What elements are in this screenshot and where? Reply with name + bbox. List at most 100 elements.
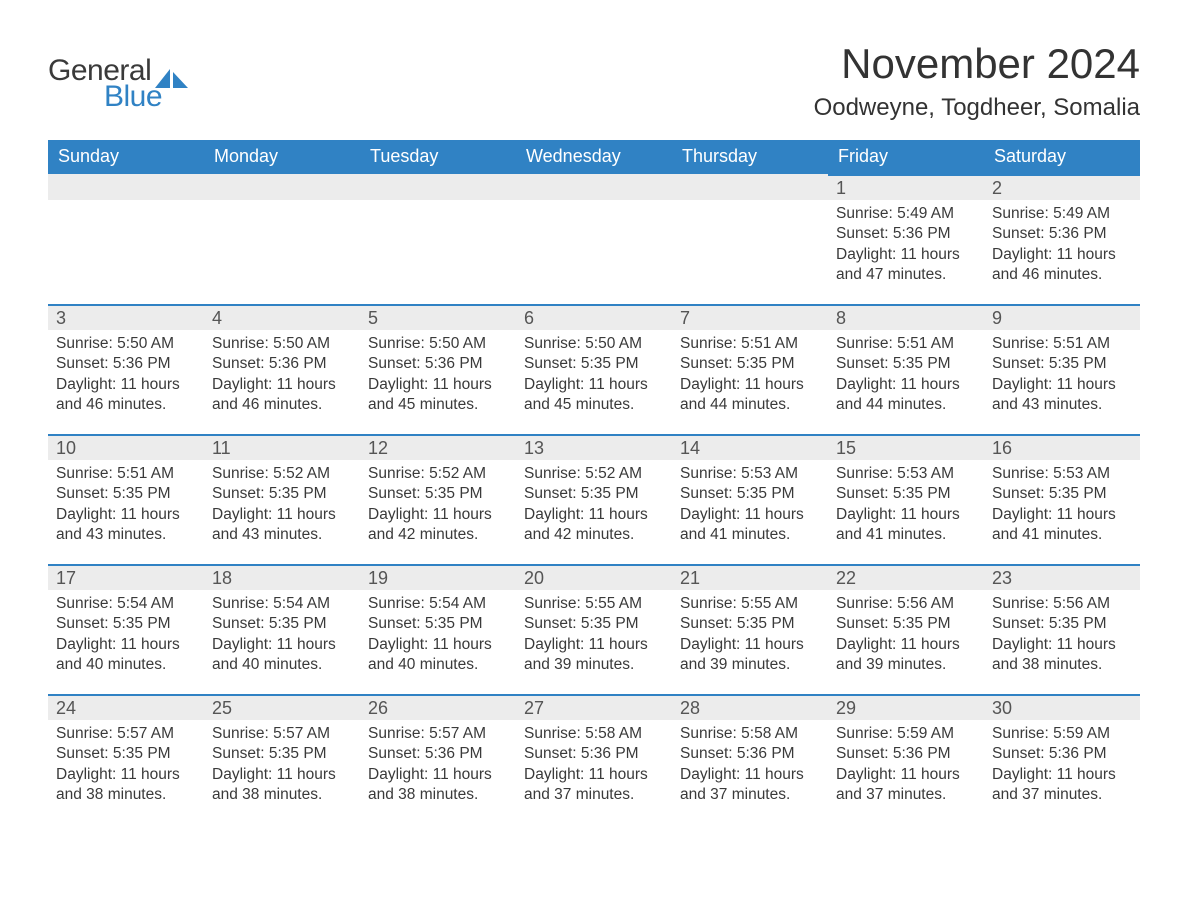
day-day2: and 37 minutes.	[992, 785, 1132, 805]
day-number: 1	[828, 174, 984, 200]
day-number: 3	[48, 304, 204, 330]
day-day1: Daylight: 11 hours	[680, 765, 820, 785]
day-number: 19	[360, 564, 516, 590]
day-cell: 18Sunrise: 5:54 AMSunset: 5:35 PMDayligh…	[204, 564, 360, 694]
day-sunset: Sunset: 5:36 PM	[992, 224, 1132, 244]
day-number: 29	[828, 694, 984, 720]
day-day1: Daylight: 11 hours	[56, 375, 196, 395]
day-number: 4	[204, 304, 360, 330]
day-day2: and 40 minutes.	[368, 655, 508, 675]
day-body: Sunrise: 5:50 AMSunset: 5:35 PMDaylight:…	[516, 330, 672, 426]
day-number: 12	[360, 434, 516, 460]
day-sunrise: Sunrise: 5:53 AM	[680, 464, 820, 484]
day-body: Sunrise: 5:51 AMSunset: 5:35 PMDaylight:…	[984, 330, 1140, 426]
day-body	[516, 200, 672, 214]
day-sunset: Sunset: 5:35 PM	[368, 484, 508, 504]
day-sunrise: Sunrise: 5:56 AM	[836, 594, 976, 614]
day-sunset: Sunset: 5:35 PM	[212, 484, 352, 504]
day-cell: 9Sunrise: 5:51 AMSunset: 5:35 PMDaylight…	[984, 304, 1140, 434]
day-sunset: Sunset: 5:36 PM	[368, 744, 508, 764]
day-day2: and 44 minutes.	[836, 395, 976, 415]
day-number: 23	[984, 564, 1140, 590]
day-sunset: Sunset: 5:35 PM	[524, 614, 664, 634]
day-cell: 8Sunrise: 5:51 AMSunset: 5:35 PMDaylight…	[828, 304, 984, 434]
weekday-header-cell: Sunday	[48, 140, 204, 174]
day-body	[48, 200, 204, 214]
day-number: 26	[360, 694, 516, 720]
day-day2: and 43 minutes.	[992, 395, 1132, 415]
day-number: 28	[672, 694, 828, 720]
week-row: 17Sunrise: 5:54 AMSunset: 5:35 PMDayligh…	[48, 564, 1140, 694]
day-body: Sunrise: 5:59 AMSunset: 5:36 PMDaylight:…	[828, 720, 984, 816]
weekday-header-cell: Tuesday	[360, 140, 516, 174]
day-day1: Daylight: 11 hours	[992, 245, 1132, 265]
day-day1: Daylight: 11 hours	[212, 635, 352, 655]
day-day2: and 47 minutes.	[836, 265, 976, 285]
day-number: 30	[984, 694, 1140, 720]
day-day1: Daylight: 11 hours	[368, 505, 508, 525]
day-day1: Daylight: 11 hours	[680, 635, 820, 655]
day-number	[516, 174, 672, 200]
day-cell: 3Sunrise: 5:50 AMSunset: 5:36 PMDaylight…	[48, 304, 204, 434]
day-cell: 30Sunrise: 5:59 AMSunset: 5:36 PMDayligh…	[984, 694, 1140, 824]
day-day1: Daylight: 11 hours	[992, 505, 1132, 525]
day-number: 27	[516, 694, 672, 720]
day-body: Sunrise: 5:52 AMSunset: 5:35 PMDaylight:…	[204, 460, 360, 556]
day-day2: and 38 minutes.	[56, 785, 196, 805]
day-sunrise: Sunrise: 5:54 AM	[368, 594, 508, 614]
day-cell: 1Sunrise: 5:49 AMSunset: 5:36 PMDaylight…	[828, 174, 984, 304]
day-cell	[48, 174, 204, 304]
day-number: 9	[984, 304, 1140, 330]
day-body	[672, 200, 828, 214]
day-cell: 7Sunrise: 5:51 AMSunset: 5:35 PMDaylight…	[672, 304, 828, 434]
day-sunset: Sunset: 5:36 PM	[992, 744, 1132, 764]
day-day1: Daylight: 11 hours	[836, 505, 976, 525]
day-sunset: Sunset: 5:36 PM	[524, 744, 664, 764]
day-sunrise: Sunrise: 5:52 AM	[524, 464, 664, 484]
day-day1: Daylight: 11 hours	[368, 375, 508, 395]
day-body: Sunrise: 5:52 AMSunset: 5:35 PMDaylight:…	[516, 460, 672, 556]
day-body: Sunrise: 5:55 AMSunset: 5:35 PMDaylight:…	[516, 590, 672, 686]
day-sunset: Sunset: 5:35 PM	[992, 354, 1132, 374]
day-cell: 15Sunrise: 5:53 AMSunset: 5:35 PMDayligh…	[828, 434, 984, 564]
day-body: Sunrise: 5:56 AMSunset: 5:35 PMDaylight:…	[828, 590, 984, 686]
day-cell: 27Sunrise: 5:58 AMSunset: 5:36 PMDayligh…	[516, 694, 672, 824]
calendar-page: General Blue November 2024 Oodweyne, Tog…	[0, 0, 1188, 854]
day-cell: 25Sunrise: 5:57 AMSunset: 5:35 PMDayligh…	[204, 694, 360, 824]
day-day2: and 38 minutes.	[992, 655, 1132, 675]
day-body: Sunrise: 5:49 AMSunset: 5:36 PMDaylight:…	[984, 200, 1140, 296]
day-sunrise: Sunrise: 5:58 AM	[680, 724, 820, 744]
day-day1: Daylight: 11 hours	[56, 505, 196, 525]
day-sunset: Sunset: 5:35 PM	[992, 484, 1132, 504]
day-sunrise: Sunrise: 5:57 AM	[368, 724, 508, 744]
day-day2: and 37 minutes.	[836, 785, 976, 805]
day-cell	[672, 174, 828, 304]
day-cell: 6Sunrise: 5:50 AMSunset: 5:35 PMDaylight…	[516, 304, 672, 434]
day-cell: 19Sunrise: 5:54 AMSunset: 5:35 PMDayligh…	[360, 564, 516, 694]
day-sunrise: Sunrise: 5:52 AM	[368, 464, 508, 484]
day-day1: Daylight: 11 hours	[212, 505, 352, 525]
day-sunrise: Sunrise: 5:50 AM	[524, 334, 664, 354]
day-number: 15	[828, 434, 984, 460]
weekday-header-cell: Monday	[204, 140, 360, 174]
day-day1: Daylight: 11 hours	[524, 635, 664, 655]
day-day1: Daylight: 11 hours	[56, 635, 196, 655]
day-day1: Daylight: 11 hours	[992, 375, 1132, 395]
day-number: 10	[48, 434, 204, 460]
day-body: Sunrise: 5:52 AMSunset: 5:35 PMDaylight:…	[360, 460, 516, 556]
day-cell	[360, 174, 516, 304]
day-day2: and 39 minutes.	[680, 655, 820, 675]
day-sunrise: Sunrise: 5:59 AM	[836, 724, 976, 744]
day-number: 5	[360, 304, 516, 330]
day-day1: Daylight: 11 hours	[680, 375, 820, 395]
day-sunset: Sunset: 5:35 PM	[680, 354, 820, 374]
day-sunset: Sunset: 5:36 PM	[680, 744, 820, 764]
day-body: Sunrise: 5:53 AMSunset: 5:35 PMDaylight:…	[828, 460, 984, 556]
day-sunrise: Sunrise: 5:51 AM	[56, 464, 196, 484]
day-sunrise: Sunrise: 5:50 AM	[56, 334, 196, 354]
day-number: 21	[672, 564, 828, 590]
weekday-header-row: SundayMondayTuesdayWednesdayThursdayFrid…	[48, 140, 1140, 174]
day-number: 11	[204, 434, 360, 460]
day-day2: and 39 minutes.	[524, 655, 664, 675]
day-sunrise: Sunrise: 5:50 AM	[368, 334, 508, 354]
